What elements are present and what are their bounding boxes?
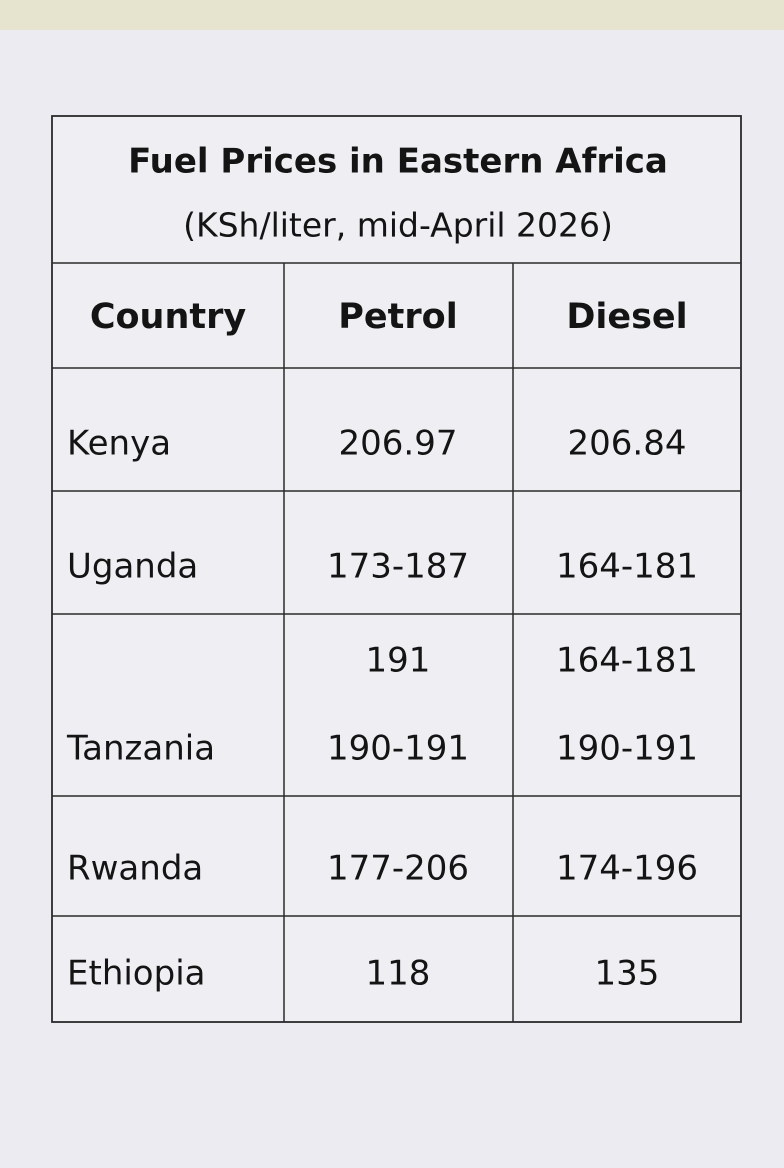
table-border	[51, 115, 742, 1023]
price-cell: 190-191	[556, 729, 698, 769]
country-cell: Tanzania	[66, 729, 215, 769]
country-cell: Kenya	[67, 424, 171, 464]
column-header: Diesel	[566, 297, 687, 337]
price-cell: 177-206	[327, 849, 469, 889]
price-cell: 135	[595, 954, 660, 994]
country-cell: Ethiopia	[67, 954, 205, 994]
column-header: Country	[90, 297, 247, 337]
subtitle: (KSh/liter, mid-April 2026)	[183, 206, 613, 245]
price-cell: 191	[366, 641, 431, 681]
price-cell: 206.84	[568, 424, 687, 464]
column-header: Petrol	[338, 297, 457, 337]
price-cell: 206.97	[339, 424, 458, 464]
country-cell: Rwanda	[67, 849, 203, 889]
price-cell: 173-187	[327, 547, 469, 587]
price-cell: 174-196	[556, 849, 698, 889]
country-cell: Uganda	[67, 547, 198, 587]
price-cell: 164-181	[556, 547, 698, 587]
title: Fuel Prices in Eastern Africa	[128, 142, 668, 182]
price-cell: 164-181	[556, 641, 698, 681]
grid-lines	[52, 262, 741, 1022]
price-cell: 190-191	[327, 729, 469, 769]
background-strip	[0, 0, 784, 34]
price-cell: 118	[366, 954, 431, 994]
